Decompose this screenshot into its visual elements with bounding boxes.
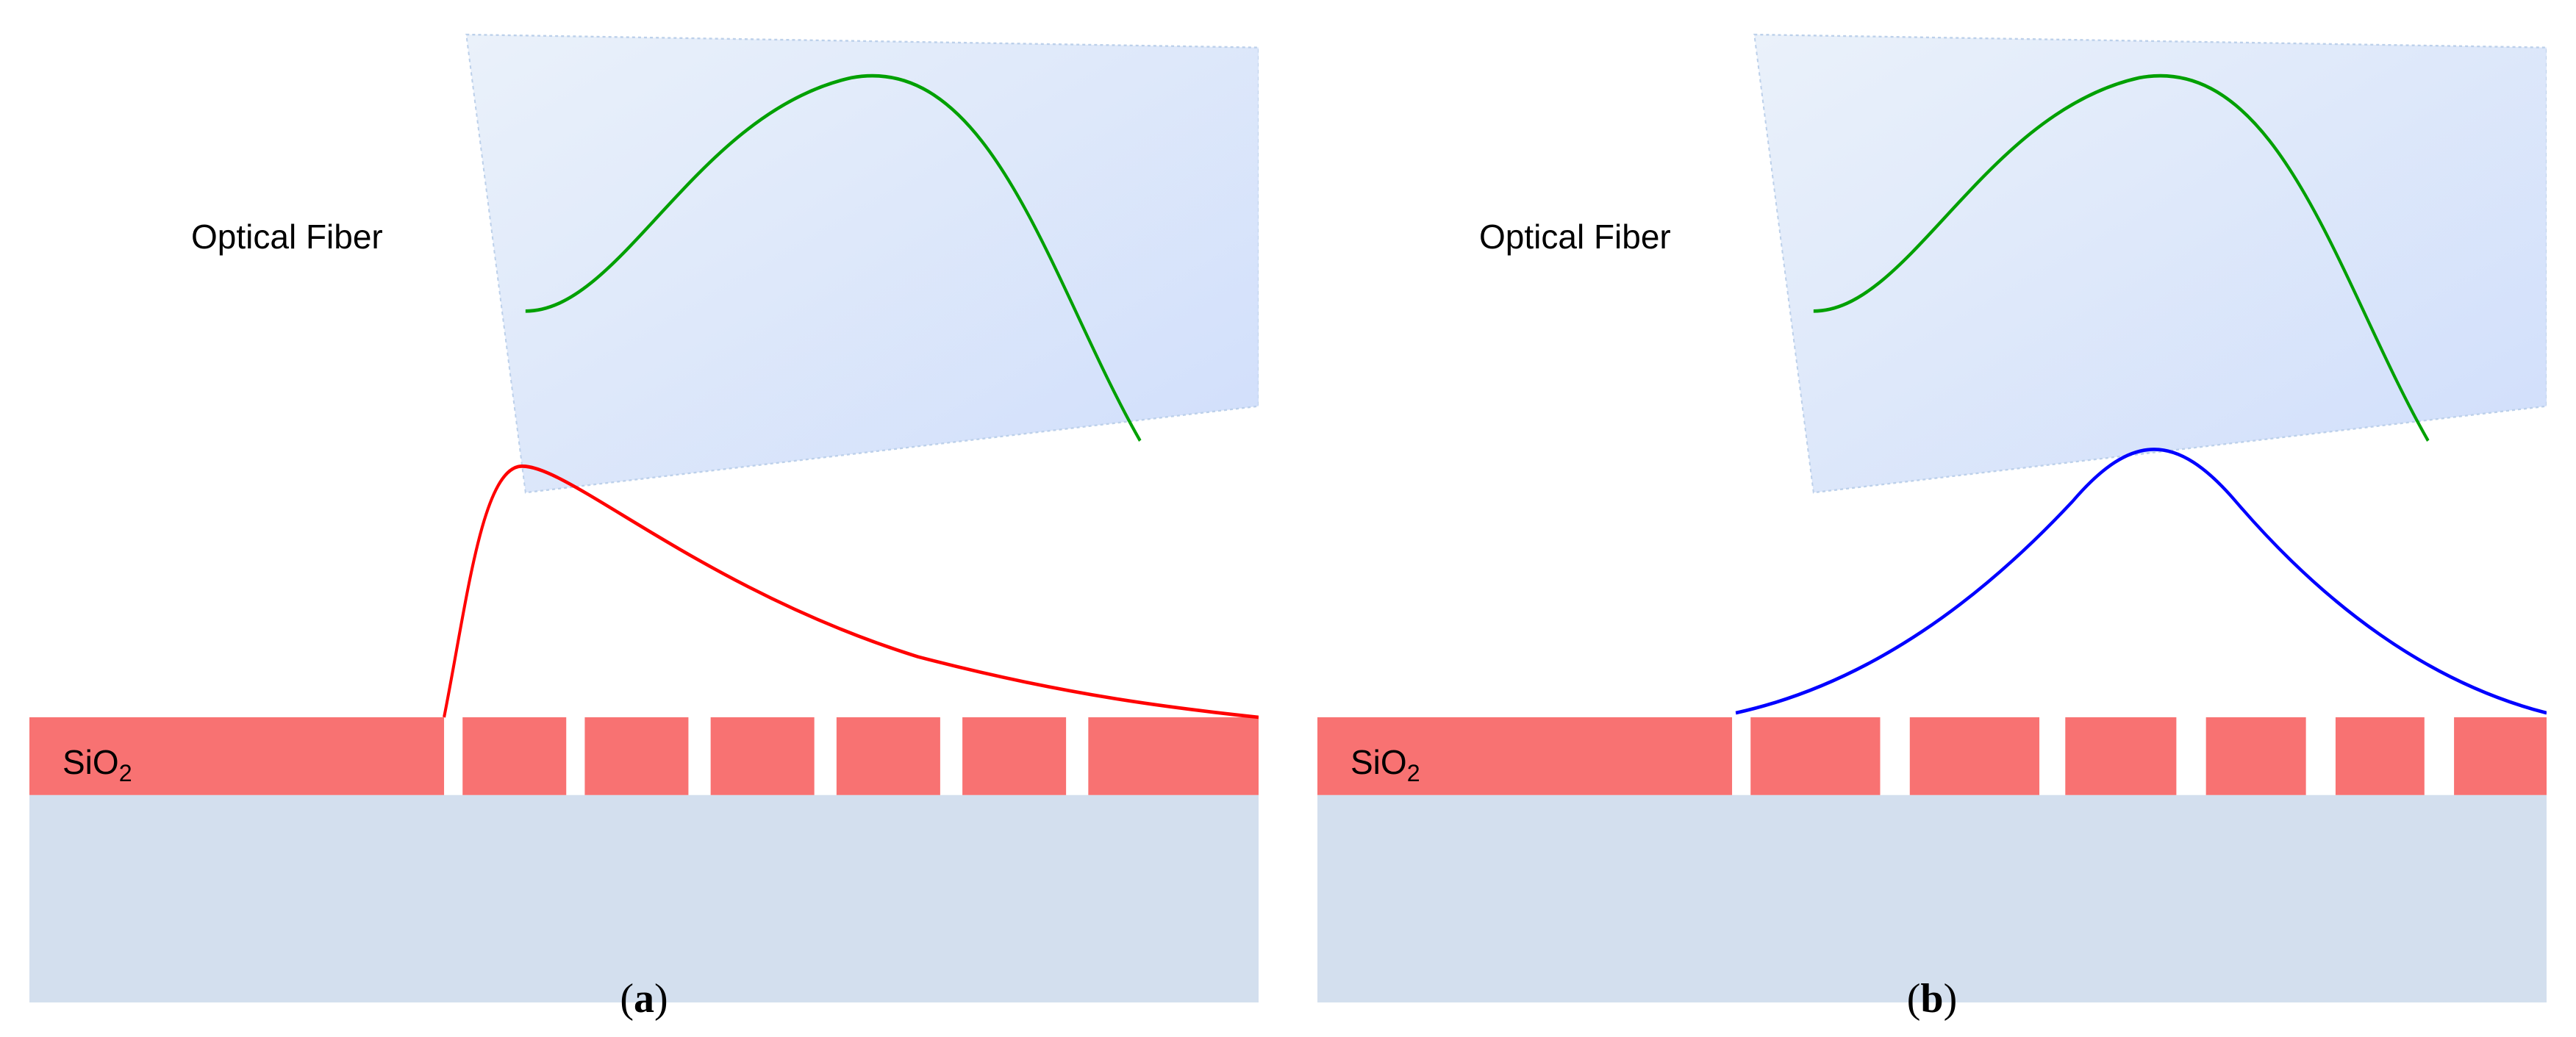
sio2-label: SiO2 <box>62 742 132 787</box>
panel-a-caption: (a) <box>620 975 668 1022</box>
grating-tooth <box>2065 717 2176 795</box>
grating-tooth <box>462 717 566 795</box>
sio2-layer <box>29 795 1259 1002</box>
grating-tooth <box>2206 717 2306 795</box>
grating-tooth <box>1088 717 1259 795</box>
sio2-layer <box>1317 795 2547 1002</box>
panel-b-svg <box>1317 0 2547 1037</box>
grating-tooth <box>2336 717 2425 795</box>
grating-mode-curve <box>1736 449 2547 713</box>
si-label: Si <box>62 628 93 668</box>
panel-b: Optical Fiber Si SiO2 (b) <box>1317 0 2547 1037</box>
optical-fiber-shape <box>1754 35 2547 492</box>
optical-fiber-label: Optical Fiber <box>191 217 383 256</box>
grating-tooth <box>1750 717 1880 795</box>
panel-a: Optical Fiber Si SiO2 (a) <box>29 0 1259 1037</box>
sio2-label: SiO2 <box>1350 742 1420 787</box>
optical-fiber-label: Optical Fiber <box>1479 217 1671 256</box>
optical-fiber-shape <box>466 35 1259 492</box>
grating-tooth <box>584 717 688 795</box>
panel-a-svg <box>29 0 1259 1037</box>
figure-container: Optical Fiber Si SiO2 (a) <box>0 0 2576 1037</box>
grating-tooth <box>2454 717 2547 795</box>
si-label: Si <box>1350 628 1381 668</box>
grating-tooth <box>1910 717 2039 795</box>
grating-tooth <box>837 717 940 795</box>
grating-mode-curve <box>444 466 1259 717</box>
panel-b-caption: (b) <box>1907 975 1957 1022</box>
grating-tooth <box>962 717 1066 795</box>
grating-tooth <box>711 717 815 795</box>
